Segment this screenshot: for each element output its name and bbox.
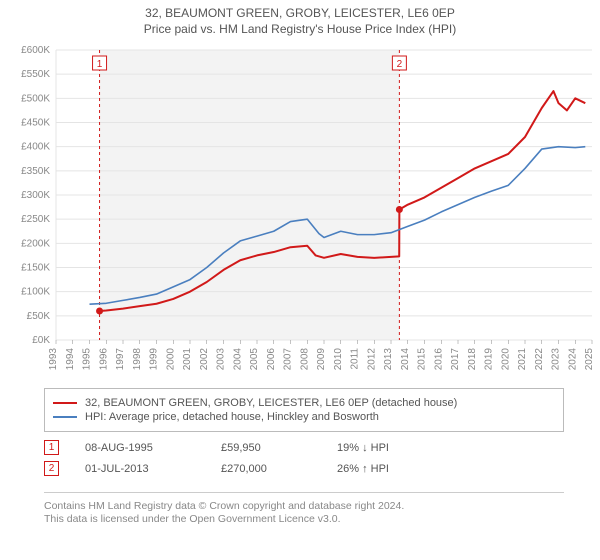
svg-text:2022: 2022	[534, 348, 545, 371]
svg-text:2010: 2010	[333, 348, 344, 371]
svg-text:2: 2	[397, 59, 403, 70]
svg-text:2015: 2015	[417, 348, 428, 371]
event-date: 08-AUG-1995	[85, 442, 195, 454]
svg-text:£50K: £50K	[27, 311, 51, 322]
legend-item: HPI: Average price, detached house, Hinc…	[53, 411, 555, 423]
svg-text:2001: 2001	[182, 348, 193, 371]
event-price: £270,000	[221, 463, 311, 475]
svg-text:2005: 2005	[249, 348, 260, 371]
event-list: 1 08-AUG-1995 £59,950 19% ↓ HPI 2 01-JUL…	[44, 434, 564, 482]
svg-text:2021: 2021	[517, 348, 528, 371]
svg-text:£200K: £200K	[21, 238, 50, 249]
svg-text:2011: 2011	[350, 348, 361, 370]
event-row: 1 08-AUG-1995 £59,950 19% ↓ HPI	[44, 440, 564, 455]
svg-text:£550K: £550K	[21, 69, 50, 80]
event-price: £59,950	[221, 442, 311, 454]
event-marker: 2	[44, 461, 59, 476]
footer-line-1: Contains HM Land Registry data © Crown c…	[44, 500, 564, 512]
svg-text:1996: 1996	[98, 348, 109, 371]
svg-text:2007: 2007	[283, 348, 294, 371]
svg-text:2000: 2000	[165, 348, 176, 371]
svg-text:1995: 1995	[82, 348, 93, 371]
event-delta: 19% ↓ HPI	[337, 442, 427, 454]
title-line-2: Price paid vs. HM Land Registry's House …	[0, 22, 600, 36]
svg-text:2003: 2003	[216, 348, 227, 371]
svg-text:2002: 2002	[199, 348, 210, 371]
svg-text:£300K: £300K	[21, 190, 50, 201]
svg-text:2013: 2013	[383, 348, 394, 371]
footer-line-2: This data is licensed under the Open Gov…	[44, 513, 564, 525]
svg-text:£0K: £0K	[32, 335, 50, 346]
svg-text:2008: 2008	[299, 348, 310, 371]
svg-text:2012: 2012	[366, 348, 377, 371]
svg-text:1993: 1993	[48, 348, 59, 371]
svg-text:1997: 1997	[115, 348, 126, 371]
svg-text:1999: 1999	[149, 348, 160, 371]
svg-text:2023: 2023	[551, 348, 562, 371]
title-line-1: 32, BEAUMONT GREEN, GROBY, LEICESTER, LE…	[0, 6, 600, 20]
svg-text:2017: 2017	[450, 348, 461, 371]
svg-text:2004: 2004	[232, 348, 243, 371]
svg-text:£350K: £350K	[21, 166, 50, 177]
svg-text:2009: 2009	[316, 348, 327, 371]
legend: 32, BEAUMONT GREEN, GROBY, LEICESTER, LE…	[44, 388, 564, 432]
svg-text:2025: 2025	[584, 348, 595, 371]
legend-swatch	[53, 416, 77, 418]
svg-text:£250K: £250K	[21, 214, 50, 225]
event-row: 2 01-JUL-2013 £270,000 26% ↑ HPI	[44, 461, 564, 476]
svg-text:2016: 2016	[433, 348, 444, 371]
svg-text:1998: 1998	[132, 348, 143, 371]
svg-text:£500K: £500K	[21, 93, 50, 104]
svg-text:2014: 2014	[400, 348, 411, 371]
svg-text:2020: 2020	[500, 348, 511, 371]
svg-text:2006: 2006	[266, 348, 277, 371]
svg-text:£450K: £450K	[21, 118, 50, 129]
price-chart: £0K £50K £100K £150K £200K £250K £300K £350K £40…	[0, 42, 600, 382]
svg-text:1994: 1994	[65, 348, 76, 371]
event-marker: 1	[44, 440, 59, 455]
legend-label: HPI: Average price, detached house, Hinc…	[85, 411, 379, 423]
legend-swatch	[53, 402, 77, 404]
svg-text:£400K: £400K	[21, 142, 50, 153]
svg-text:2024: 2024	[567, 348, 578, 371]
svg-text:2018: 2018	[467, 348, 478, 371]
svg-text:£600K: £600K	[21, 45, 50, 56]
svg-text:£150K: £150K	[21, 263, 50, 274]
svg-text:£100K: £100K	[21, 287, 50, 298]
legend-label: 32, BEAUMONT GREEN, GROBY, LEICESTER, LE…	[85, 397, 457, 409]
event-delta: 26% ↑ HPI	[337, 463, 427, 475]
footer: Contains HM Land Registry data © Crown c…	[44, 492, 564, 526]
svg-text:1: 1	[97, 59, 103, 70]
legend-item: 32, BEAUMONT GREEN, GROBY, LEICESTER, LE…	[53, 397, 555, 409]
event-date: 01-JUL-2013	[85, 463, 195, 475]
svg-text:2019: 2019	[484, 348, 495, 371]
